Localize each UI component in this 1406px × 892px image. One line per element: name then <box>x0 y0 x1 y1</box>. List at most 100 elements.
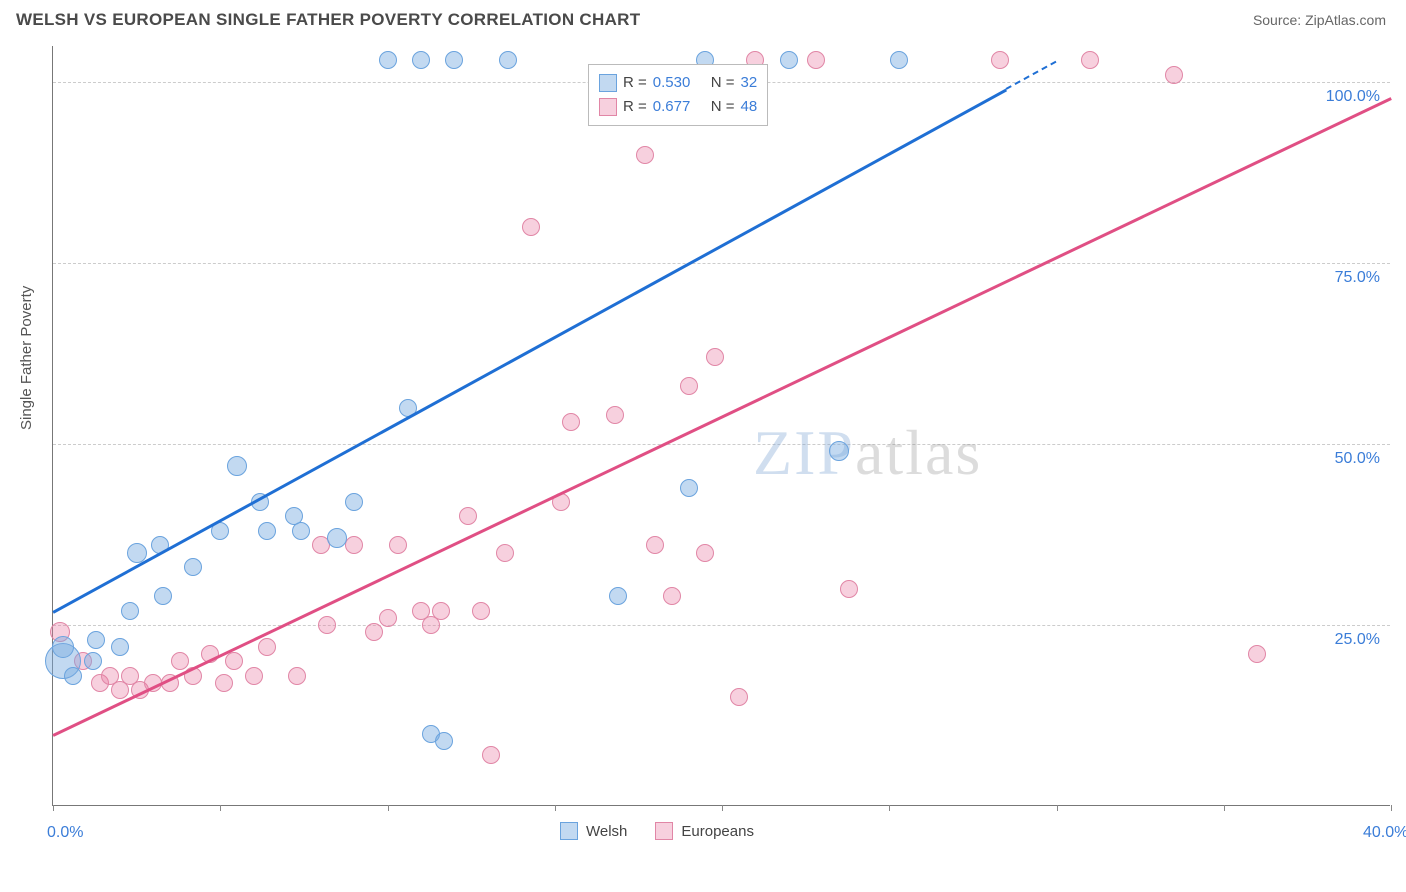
correlation-legend: R =0.530N =32R =0.677N =48 <box>588 64 768 126</box>
x-tick-mark <box>555 805 556 811</box>
trend-line <box>52 97 1391 736</box>
chart-area: 25.0%50.0%75.0%100.0%0.0%40.0%ZIPatlasR … <box>52 46 1390 806</box>
data-point-europeans <box>807 51 825 69</box>
data-point-welsh <box>680 479 698 497</box>
plot-region: 25.0%50.0%75.0%100.0%0.0%40.0%ZIPatlasR … <box>52 46 1390 806</box>
x-tick-mark <box>1224 805 1225 811</box>
x-tick-mark <box>1391 805 1392 811</box>
data-point-welsh <box>445 51 463 69</box>
data-point-europeans <box>225 652 243 670</box>
x-tick-mark <box>889 805 890 811</box>
data-point-welsh <box>154 587 172 605</box>
data-point-europeans <box>1248 645 1266 663</box>
watermark: ZIPatlas <box>753 416 982 490</box>
data-point-welsh <box>227 456 247 476</box>
legend-item-europeans: Europeans <box>655 822 754 840</box>
data-point-europeans <box>379 609 397 627</box>
source-label: Source: ZipAtlas.com <box>1253 12 1386 28</box>
r-label: R = <box>623 71 647 95</box>
data-point-welsh <box>435 732 453 750</box>
data-point-europeans <box>482 746 500 764</box>
trend-line <box>1006 61 1057 90</box>
x-tick-mark <box>722 805 723 811</box>
legend-swatch <box>599 98 617 116</box>
data-point-europeans <box>522 218 540 236</box>
x-tick-mark <box>1057 805 1058 811</box>
legend-swatch <box>560 822 578 840</box>
legend-swatch <box>655 822 673 840</box>
y-tick-label: 50.0% <box>1335 450 1380 468</box>
data-point-welsh <box>292 522 310 540</box>
data-point-welsh <box>64 667 82 685</box>
x-tick-label: 0.0% <box>47 824 83 842</box>
series-legend: Welsh Europeans <box>560 822 754 840</box>
n-value: 32 <box>741 71 758 95</box>
data-point-europeans <box>636 146 654 164</box>
data-point-welsh <box>121 602 139 620</box>
data-point-europeans <box>680 377 698 395</box>
n-label: N = <box>711 95 735 119</box>
data-point-europeans <box>318 616 336 634</box>
data-point-welsh <box>87 631 105 649</box>
data-point-europeans <box>562 413 580 431</box>
source-prefix: Source: <box>1253 12 1305 28</box>
data-point-europeans <box>215 674 233 692</box>
data-point-welsh <box>412 51 430 69</box>
legend-item-welsh: Welsh <box>560 822 627 840</box>
data-point-europeans <box>606 406 624 424</box>
data-point-europeans <box>389 536 407 554</box>
legend-label: Welsh <box>586 823 627 840</box>
data-point-europeans <box>258 638 276 656</box>
x-tick-mark <box>388 805 389 811</box>
data-point-welsh <box>829 441 849 461</box>
gridline <box>53 263 1390 264</box>
data-point-welsh <box>780 51 798 69</box>
data-point-welsh <box>890 51 908 69</box>
x-tick-label: 40.0% <box>1363 824 1406 842</box>
r-value: 0.530 <box>653 71 705 95</box>
data-point-welsh <box>52 636 74 658</box>
data-point-europeans <box>459 507 477 525</box>
data-point-europeans <box>991 51 1009 69</box>
data-point-welsh <box>184 558 202 576</box>
data-point-europeans <box>365 623 383 641</box>
x-tick-mark <box>53 805 54 811</box>
data-point-welsh <box>111 638 129 656</box>
data-point-europeans <box>730 688 748 706</box>
data-point-europeans <box>646 536 664 554</box>
x-tick-mark <box>220 805 221 811</box>
r-value: 0.677 <box>653 95 705 119</box>
data-point-welsh <box>84 652 102 670</box>
y-tick-label: 25.0% <box>1335 631 1380 649</box>
legend-row-europeans: R =0.677N =48 <box>599 95 757 119</box>
data-point-europeans <box>1081 51 1099 69</box>
data-point-europeans <box>706 348 724 366</box>
data-point-welsh <box>345 493 363 511</box>
data-point-welsh <box>379 51 397 69</box>
data-point-europeans <box>432 602 450 620</box>
data-point-welsh <box>609 587 627 605</box>
chart-title: WELSH VS EUROPEAN SINGLE FATHER POVERTY … <box>16 10 640 30</box>
data-point-europeans <box>345 536 363 554</box>
legend-label: Europeans <box>681 823 754 840</box>
data-point-europeans <box>1165 66 1183 84</box>
n-label: N = <box>711 71 735 95</box>
data-point-europeans <box>663 587 681 605</box>
legend-swatch <box>599 74 617 92</box>
data-point-welsh <box>258 522 276 540</box>
source-name: ZipAtlas.com <box>1305 12 1386 28</box>
y-tick-label: 100.0% <box>1326 88 1380 106</box>
data-point-europeans <box>472 602 490 620</box>
n-value: 48 <box>741 95 758 119</box>
data-point-europeans <box>696 544 714 562</box>
gridline <box>53 625 1390 626</box>
data-point-europeans <box>288 667 306 685</box>
data-point-welsh <box>499 51 517 69</box>
y-axis-label: Single Father Poverty <box>18 286 35 430</box>
data-point-europeans <box>171 652 189 670</box>
data-point-europeans <box>840 580 858 598</box>
gridline <box>53 444 1390 445</box>
r-label: R = <box>623 95 647 119</box>
data-point-europeans <box>245 667 263 685</box>
y-tick-label: 75.0% <box>1335 269 1380 287</box>
